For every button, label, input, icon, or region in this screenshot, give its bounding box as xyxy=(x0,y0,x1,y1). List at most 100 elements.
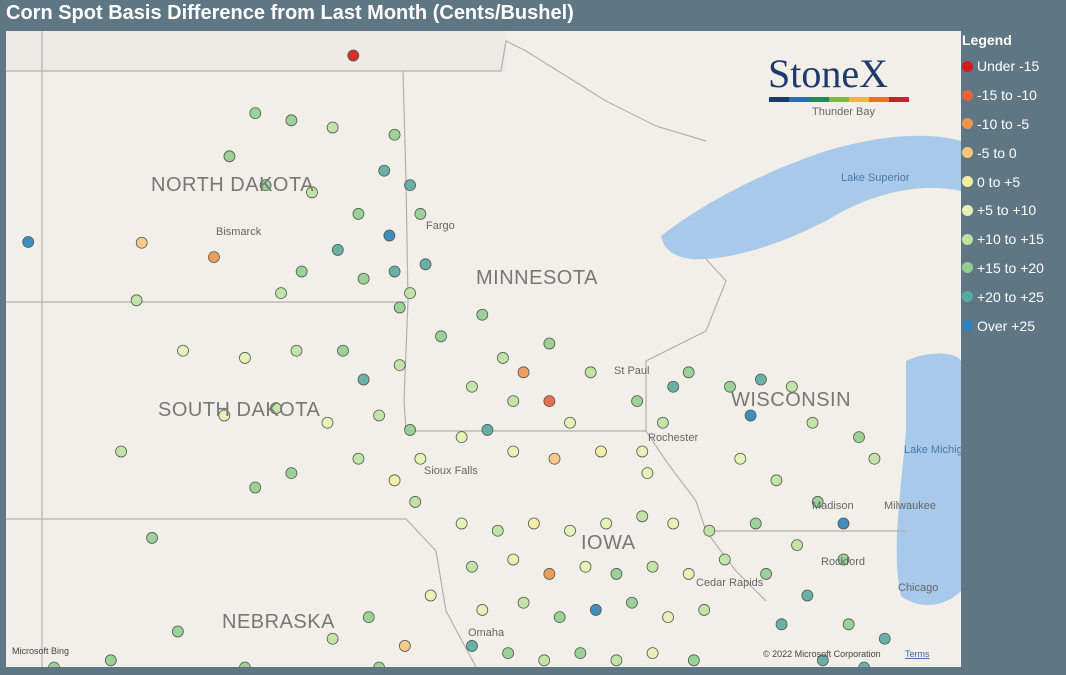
location-point[interactable] xyxy=(466,380,478,393)
location-point[interactable] xyxy=(290,344,303,357)
location-point[interactable] xyxy=(801,589,814,602)
location-point[interactable] xyxy=(239,352,251,364)
location-point[interactable] xyxy=(636,510,649,523)
location-point[interactable] xyxy=(378,164,391,177)
location-point[interactable] xyxy=(48,661,60,667)
location-point[interactable] xyxy=(698,604,711,616)
location-point[interactable] xyxy=(249,107,262,120)
location-point[interactable] xyxy=(22,236,35,248)
legend-item[interactable]: -15 to -10 xyxy=(962,81,1066,110)
location-point[interactable] xyxy=(404,287,416,300)
location-point[interactable] xyxy=(393,359,406,372)
location-point[interactable] xyxy=(646,647,659,660)
location-point[interactable] xyxy=(775,618,788,631)
location-point[interactable] xyxy=(595,445,607,458)
location-point[interactable] xyxy=(398,640,411,652)
location-point[interactable] xyxy=(285,114,298,127)
location-point[interactable] xyxy=(295,265,308,278)
location-point[interactable] xyxy=(749,517,762,530)
location-point[interactable] xyxy=(435,330,447,343)
location-point[interactable] xyxy=(352,452,365,465)
location-point[interactable] xyxy=(269,402,282,415)
legend-item[interactable]: +10 to +15 xyxy=(962,225,1066,254)
location-point[interactable] xyxy=(326,632,339,645)
location-point[interactable] xyxy=(455,431,468,444)
legend-item[interactable]: -5 to 0 xyxy=(962,138,1066,167)
location-point[interactable] xyxy=(326,121,339,134)
location-point[interactable] xyxy=(837,517,850,530)
location-point[interactable] xyxy=(414,208,427,220)
location-point[interactable] xyxy=(543,337,556,350)
location-point[interactable] xyxy=(275,287,287,300)
location-point[interactable] xyxy=(806,416,819,429)
location-point[interactable] xyxy=(687,654,700,667)
legend-item[interactable]: +20 to +25 xyxy=(962,282,1066,311)
location-point[interactable] xyxy=(502,647,514,660)
location-point[interactable] xyxy=(373,409,385,422)
location-point[interactable] xyxy=(337,344,349,357)
location-point[interactable] xyxy=(631,395,643,408)
location-point[interactable] xyxy=(760,568,772,580)
location-point[interactable] xyxy=(414,452,427,465)
legend-item[interactable]: +5 to +10 xyxy=(962,196,1066,225)
location-point[interactable] xyxy=(724,380,736,393)
location-point[interactable] xyxy=(574,647,587,660)
location-point[interactable] xyxy=(104,654,117,667)
location-point[interactable] xyxy=(527,517,540,530)
location-point[interactable] xyxy=(306,186,318,199)
location-point[interactable] xyxy=(424,589,437,602)
location-point[interactable] xyxy=(811,496,824,508)
location-point[interactable] xyxy=(507,553,520,566)
location-point[interactable] xyxy=(455,517,468,530)
location-point[interactable] xyxy=(744,409,757,422)
location-point[interactable] xyxy=(223,150,236,163)
location-point[interactable] xyxy=(610,568,623,580)
location-point[interactable] xyxy=(553,611,566,624)
location-point[interactable] xyxy=(347,49,360,62)
location-point[interactable] xyxy=(476,308,489,321)
location-point[interactable] xyxy=(584,366,597,379)
location-point[interactable] xyxy=(373,661,385,667)
legend-item[interactable]: -10 to -5 xyxy=(962,110,1066,139)
terms-link[interactable]: Terms xyxy=(905,649,930,659)
location-point[interactable] xyxy=(419,258,432,271)
location-point[interactable] xyxy=(497,352,509,364)
location-point[interactable] xyxy=(507,445,520,458)
location-point[interactable] xyxy=(388,128,401,141)
location-point[interactable] xyxy=(868,452,881,465)
location-point[interactable] xyxy=(208,251,220,264)
location-point[interactable] xyxy=(667,517,680,530)
location-point[interactable] xyxy=(662,611,674,624)
location-point[interactable] xyxy=(770,474,783,487)
location-point[interactable] xyxy=(641,467,654,480)
location-point[interactable] xyxy=(610,654,623,667)
location-point[interactable] xyxy=(491,524,504,537)
location-point[interactable] xyxy=(409,496,422,508)
location-point[interactable] xyxy=(239,661,251,667)
location-point[interactable] xyxy=(837,553,850,566)
location-point[interactable] xyxy=(517,596,530,609)
location-point[interactable] xyxy=(703,524,716,537)
location-point[interactable] xyxy=(858,661,871,667)
location-point[interactable] xyxy=(548,452,561,465)
location-point[interactable] xyxy=(878,632,891,645)
location-point[interactable] xyxy=(321,416,334,429)
location-point[interactable] xyxy=(646,560,659,573)
location-point[interactable] xyxy=(564,524,576,537)
location-point[interactable] xyxy=(331,244,344,256)
location-point[interactable] xyxy=(667,380,680,393)
location-point[interactable] xyxy=(130,294,143,307)
location-point[interactable] xyxy=(388,474,401,487)
location-point[interactable] xyxy=(115,445,127,458)
legend-item[interactable]: Under -15 xyxy=(962,52,1066,81)
location-point[interactable] xyxy=(507,395,520,408)
location-point[interactable] xyxy=(656,416,669,429)
location-point[interactable] xyxy=(564,416,576,429)
location-point[interactable] xyxy=(853,431,865,444)
location-point[interactable] xyxy=(791,539,803,552)
location-point[interactable] xyxy=(718,553,731,566)
location-point[interactable] xyxy=(383,229,396,242)
location-point[interactable] xyxy=(538,654,551,667)
location-point[interactable] xyxy=(476,604,489,616)
location-point[interactable] xyxy=(249,481,262,494)
